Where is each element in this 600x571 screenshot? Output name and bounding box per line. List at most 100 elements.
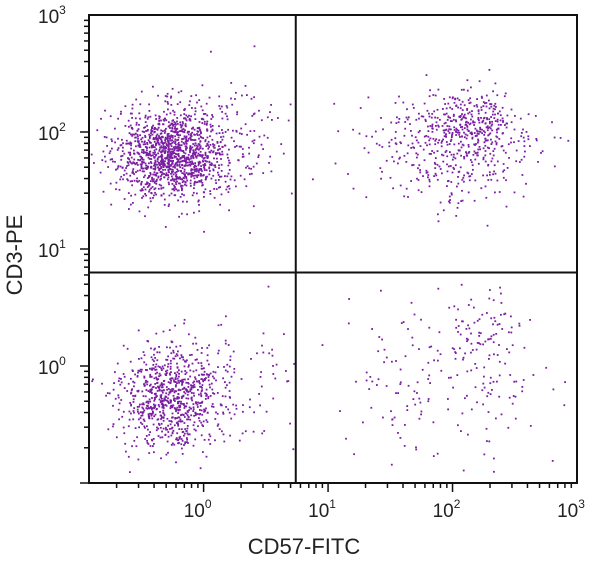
data-point bbox=[194, 378, 197, 380]
data-point bbox=[193, 139, 195, 141]
data-point bbox=[159, 167, 162, 170]
data-point bbox=[399, 156, 401, 159]
data-point bbox=[209, 443, 212, 445]
data-point bbox=[167, 400, 169, 403]
data-point bbox=[496, 323, 499, 326]
data-point bbox=[527, 135, 530, 138]
data-point bbox=[173, 407, 176, 409]
data-point bbox=[467, 304, 470, 306]
data-point bbox=[146, 181, 148, 184]
data-point bbox=[188, 114, 190, 117]
data-point bbox=[138, 358, 140, 360]
data-point bbox=[167, 355, 169, 358]
data-point bbox=[156, 172, 159, 174]
data-point bbox=[482, 130, 485, 132]
data-point bbox=[228, 148, 230, 151]
data-point bbox=[172, 109, 174, 112]
data-point bbox=[149, 383, 152, 386]
data-point bbox=[163, 204, 166, 206]
data-point bbox=[177, 416, 180, 419]
data-point bbox=[185, 135, 188, 138]
data-point bbox=[171, 119, 174, 122]
data-point bbox=[131, 103, 134, 106]
data-point bbox=[177, 401, 179, 403]
data-point bbox=[141, 197, 143, 199]
data-point bbox=[152, 178, 155, 181]
data-point bbox=[232, 350, 235, 353]
data-point bbox=[140, 165, 143, 168]
data-point bbox=[463, 174, 465, 177]
data-point bbox=[164, 95, 167, 97]
data-point bbox=[190, 353, 193, 356]
data-point bbox=[379, 167, 382, 169]
data-point bbox=[417, 131, 420, 134]
data-point bbox=[434, 167, 437, 169]
data-point bbox=[179, 408, 181, 411]
data-point bbox=[137, 144, 140, 147]
data-point bbox=[167, 365, 169, 368]
data-point bbox=[210, 382, 213, 385]
data-point bbox=[494, 140, 497, 143]
data-point bbox=[224, 144, 227, 147]
data-point bbox=[145, 369, 147, 371]
data-point bbox=[515, 380, 518, 383]
data-point bbox=[130, 377, 132, 380]
data-point bbox=[224, 381, 226, 383]
data-point bbox=[196, 145, 199, 148]
data-point bbox=[153, 138, 155, 141]
data-point bbox=[523, 145, 526, 147]
data-point bbox=[219, 203, 221, 206]
data-point bbox=[488, 297, 491, 300]
data-point bbox=[456, 374, 459, 376]
data-point bbox=[141, 412, 144, 415]
data-point bbox=[485, 94, 488, 97]
data-point bbox=[160, 171, 163, 173]
data-point bbox=[472, 121, 474, 124]
data-point bbox=[489, 132, 492, 135]
data-point bbox=[201, 154, 204, 156]
data-point bbox=[249, 130, 252, 132]
data-point bbox=[170, 371, 172, 373]
data-point bbox=[492, 323, 494, 326]
data-point bbox=[223, 440, 226, 443]
data-point bbox=[137, 412, 140, 415]
data-point bbox=[451, 97, 454, 100]
data-point bbox=[171, 416, 173, 419]
data-point bbox=[431, 113, 434, 115]
data-point bbox=[483, 134, 486, 136]
data-point bbox=[473, 150, 476, 153]
data-point bbox=[195, 429, 197, 432]
data-point bbox=[442, 160, 445, 163]
data-point bbox=[494, 82, 497, 85]
data-point bbox=[161, 405, 164, 407]
data-point bbox=[193, 151, 196, 154]
data-point bbox=[149, 373, 152, 376]
data-point bbox=[116, 167, 119, 170]
data-point bbox=[196, 176, 199, 179]
data-point bbox=[167, 424, 169, 427]
data-point bbox=[145, 401, 148, 404]
data-point bbox=[436, 163, 439, 166]
data-point bbox=[143, 131, 146, 133]
data-point bbox=[463, 157, 466, 160]
data-point bbox=[171, 151, 174, 154]
data-point bbox=[211, 116, 214, 118]
data-point bbox=[169, 423, 172, 426]
data-point bbox=[179, 146, 182, 149]
data-point bbox=[473, 321, 476, 324]
data-point bbox=[142, 407, 145, 410]
data-point bbox=[122, 410, 125, 413]
data-point bbox=[131, 180, 133, 182]
data-point bbox=[140, 368, 143, 371]
data-point bbox=[189, 354, 191, 356]
data-point bbox=[233, 371, 236, 374]
data-point bbox=[447, 115, 450, 118]
data-point bbox=[228, 396, 231, 398]
data-point bbox=[403, 195, 406, 198]
data-point bbox=[104, 155, 106, 158]
data-point bbox=[150, 162, 153, 164]
data-point bbox=[461, 189, 463, 192]
data-point bbox=[112, 404, 114, 407]
data-point bbox=[499, 114, 502, 117]
